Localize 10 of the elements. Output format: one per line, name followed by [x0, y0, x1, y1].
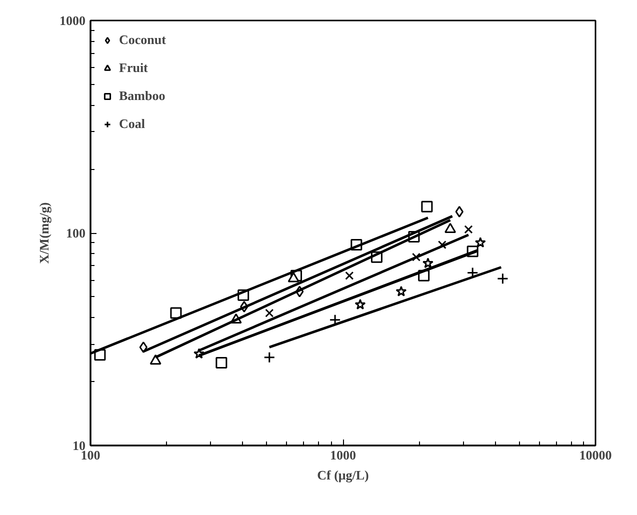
- legend-label: Fruit: [119, 60, 148, 76]
- y-tick-label: 1000: [60, 13, 86, 28]
- legend-label: Coconut: [119, 32, 166, 48]
- x-axis-title: Cf (μg/L): [317, 468, 369, 482]
- x-tick-label: 1000: [330, 448, 356, 462]
- y-axis-title: X/M(mg/g): [36, 202, 52, 264]
- x-tick-label: 10000: [579, 448, 612, 462]
- y-tick-label: 100: [66, 226, 86, 240]
- legend-label: Coal: [119, 116, 145, 132]
- legend-label: Bamboo: [119, 88, 166, 104]
